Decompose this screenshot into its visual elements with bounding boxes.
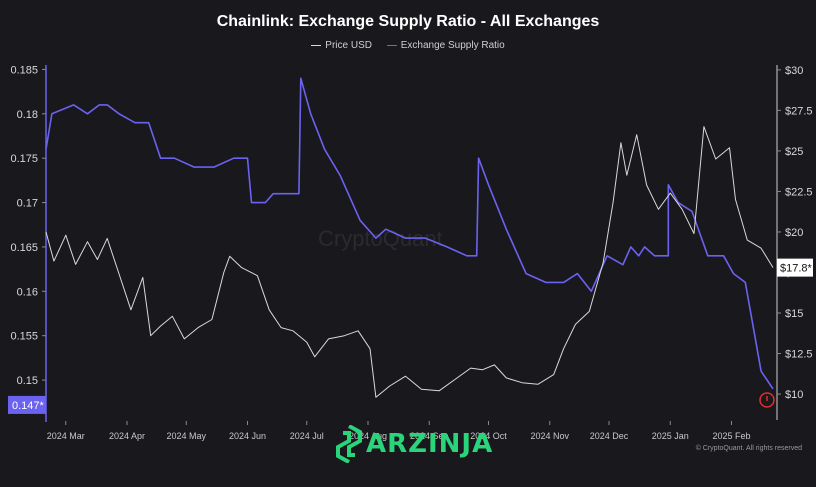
arzinja-logo-icon [336, 425, 362, 463]
series-line-price-usd [45, 126, 774, 398]
y-right-tick-label: $30 [785, 65, 803, 77]
highlight-circle-marker [759, 392, 775, 408]
legend-swatch-ratio [386, 44, 397, 46]
x-tick-label: 2024 Jul [290, 431, 324, 441]
brand-logo: ARZINJA [336, 424, 493, 464]
y-right-tick-label: $20 [785, 227, 803, 239]
x-tick-label: 2024 Sep [410, 431, 449, 441]
copyright-text: © CryptoQuant. All rights reserved [695, 445, 802, 452]
y-right-tick-label: $12.5 [785, 349, 813, 361]
y-right-tick-label: $25 [785, 146, 803, 158]
y-right-tick-label: $15 [785, 308, 803, 320]
y-left-tick-label: 0.17 [17, 198, 38, 210]
x-tick-label: 2024 Jun [229, 431, 266, 441]
y-left-tick-label: 0.175 [10, 153, 38, 165]
ratio-value-badge-label: 0.147* [12, 400, 45, 412]
legend-label-price: Price USD [325, 40, 372, 51]
y-right-tick-label: $27.5 [785, 105, 813, 117]
x-tick-label: 2024 Nov [530, 431, 569, 441]
x-tick-label: 2024 Aug [349, 431, 387, 441]
legend-item-ratio[interactable]: Exchange Supply Ratio [386, 40, 505, 51]
ratio-value-badge [8, 395, 46, 414]
price-value-badge [777, 258, 813, 277]
x-tick-label: 2024 Dec [590, 431, 629, 441]
x-tick-label: 2024 May [166, 431, 206, 441]
brand-name: ARZINJA [366, 429, 494, 459]
y-left-tick-label: 0.165 [10, 242, 38, 254]
y-left-tick-label: 0.16 [17, 286, 38, 298]
x-tick-label: 2024 Apr [109, 431, 145, 441]
legend-item-price[interactable]: Price USD [311, 40, 372, 51]
series-line-exchange-supply-ratio [45, 77, 774, 390]
chart-legend: Price USD Exchange Supply Ratio [0, 40, 816, 51]
legend-swatch-price [311, 44, 322, 46]
y-left-tick-label: 0.18 [17, 109, 38, 121]
x-tick-label: 2024 Mar [47, 431, 85, 441]
y-left-tick-label: 0.185 [10, 64, 38, 76]
y-left-tick-label: 0.15 [17, 375, 38, 387]
y-right-tick-label: $22.5 [785, 186, 813, 198]
price-value-badge-label: $17.8* [780, 263, 813, 275]
y-right-tick-label: $10 [785, 389, 803, 401]
chart-title: Chainlink: Exchange Supply Ratio - All E… [216, 13, 600, 30]
x-tick-label: 2025 Feb [712, 431, 750, 441]
x-tick-label: 2024 Oct [470, 431, 507, 441]
legend-label-ratio: Exchange Supply Ratio [400, 40, 505, 51]
y-left-tick-label: 0.155 [10, 331, 38, 343]
x-tick-label: 2025 Jan [652, 431, 689, 441]
